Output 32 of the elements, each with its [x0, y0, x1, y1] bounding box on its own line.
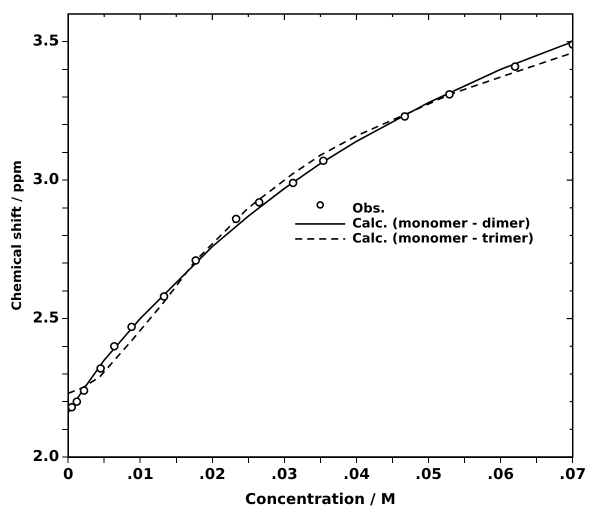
point — [445, 90, 454, 99]
y-tick-label: 3.0 — [32, 170, 60, 188]
point — [400, 112, 410, 121]
y-tick-label: 3.5 — [32, 32, 60, 50]
point — [68, 402, 76, 412]
x-tick-label: .05 — [415, 464, 442, 483]
point — [96, 364, 105, 373]
y-tick-label: 2.5 — [32, 308, 60, 326]
x-tick-label: .04 — [343, 464, 370, 483]
x-tick-label: .07 — [559, 464, 586, 483]
point — [127, 322, 136, 332]
point — [160, 292, 168, 301]
point — [510, 62, 520, 71]
x-tick-label: .03 — [271, 464, 298, 483]
point — [288, 178, 298, 188]
point — [80, 386, 88, 395]
x-tick-label: .02 — [199, 464, 226, 483]
point — [110, 342, 119, 351]
legend-label: Obs. — [352, 201, 386, 216]
point — [254, 198, 264, 207]
x-tick-label: .01 — [126, 464, 154, 483]
x-axis-title: Concentration / M — [245, 490, 396, 508]
point — [319, 156, 328, 166]
point — [72, 397, 82, 406]
x-tick-label: .06 — [487, 464, 514, 483]
point — [191, 256, 200, 265]
x-tick-label: 0 — [62, 464, 74, 483]
point — [232, 214, 240, 224]
legend-label: Calc. (monomer - trimer) — [352, 231, 534, 246]
y-tick-label: 2.0 — [32, 446, 60, 465]
y-axis-title: Chemical shift / ppm — [10, 160, 26, 311]
legend-label: Calc. (monomer - dimer) — [352, 216, 530, 232]
